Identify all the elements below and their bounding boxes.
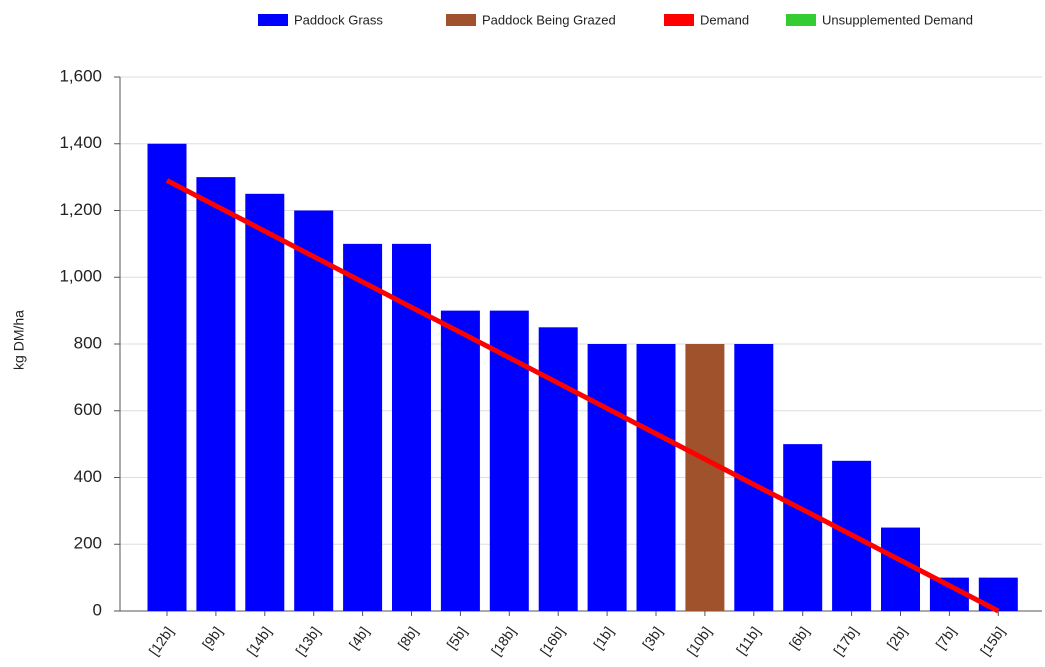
bar [343, 243, 383, 611]
bar [294, 210, 334, 611]
bar [440, 310, 480, 611]
y-tick-label: 1,000 [59, 267, 102, 286]
x-tick-label: [2b] [883, 624, 910, 652]
bar [636, 344, 676, 611]
legend-label: Paddock Grass [294, 12, 383, 27]
x-tick-label: [7b] [932, 624, 959, 652]
bar [147, 143, 187, 611]
legend-swatch [664, 14, 694, 26]
bar [245, 193, 285, 611]
y-tick-label: 1,600 [59, 66, 102, 85]
x-tick-label: [1b] [590, 624, 617, 652]
bar [685, 344, 725, 611]
bar [783, 444, 823, 611]
y-tick-label: 0 [93, 600, 102, 619]
y-axis-label: kg DM/ha [11, 310, 27, 370]
y-tick-label: 1,400 [59, 133, 102, 152]
legend-swatch [258, 14, 288, 26]
y-tick-label: 800 [74, 333, 102, 352]
x-tick-label: [10b] [683, 624, 714, 659]
legend-label: Paddock Being Grazed [482, 12, 616, 27]
x-tick-label: [5b] [443, 624, 470, 652]
x-tick-label: [3b] [639, 624, 666, 652]
x-tick-label: [6b] [786, 624, 813, 652]
x-tick-label: [14b] [243, 624, 274, 659]
x-tick-label: [18b] [488, 624, 519, 659]
bar [489, 310, 529, 611]
y-tick-label: 400 [74, 467, 102, 486]
x-tick-label: [4b] [346, 624, 373, 652]
x-tick-label: [15b] [977, 624, 1008, 659]
x-tick-label: [11b] [733, 624, 763, 658]
y-tick-label: 200 [74, 534, 102, 553]
legend-swatch [786, 14, 816, 26]
y-tick-label: 1,200 [59, 200, 102, 219]
x-tick-label: [17b] [830, 624, 861, 659]
y-tick-label: 600 [74, 400, 102, 419]
bar [196, 177, 236, 611]
x-tick-label: [13b] [292, 624, 323, 659]
x-tick-label: [16b] [537, 624, 568, 659]
legend-label: Demand [700, 12, 749, 27]
legend-label: Unsupplemented Demand [822, 12, 973, 27]
bar [587, 344, 627, 611]
x-tick-label: [8b] [394, 624, 421, 652]
legend-swatch [446, 14, 476, 26]
x-tick-label: [9b] [199, 624, 226, 652]
x-tick-label: [12b] [146, 624, 177, 659]
bar [538, 327, 578, 611]
line [165, 178, 1000, 614]
